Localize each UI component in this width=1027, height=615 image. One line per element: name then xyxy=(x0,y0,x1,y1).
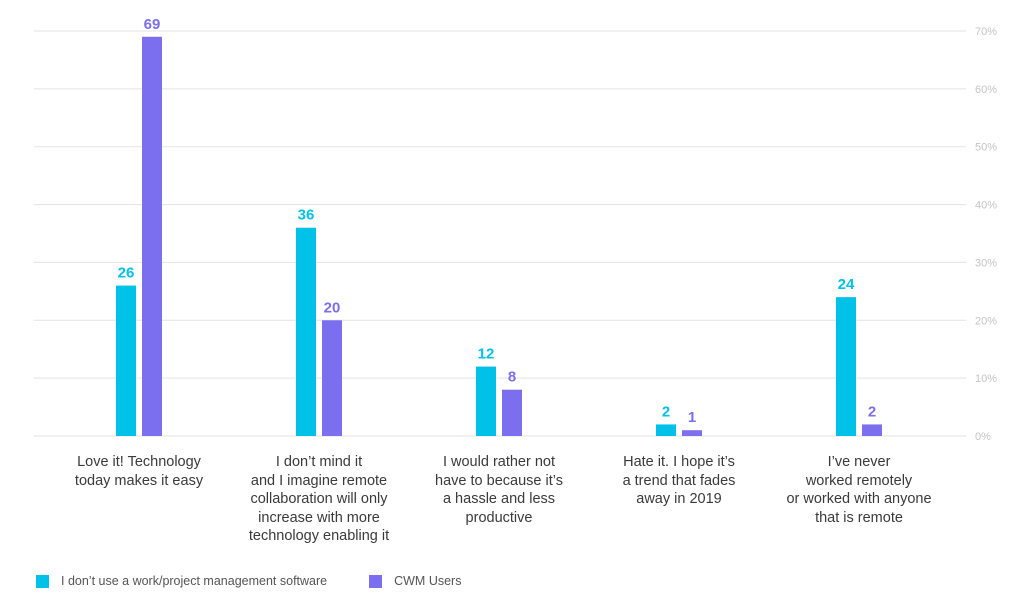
category-label-line: I don’t mind it xyxy=(275,454,363,470)
category-label-line: and I imagine remote xyxy=(250,472,388,489)
data-label: 24 xyxy=(838,276,855,293)
category-label: I’ve never worked remotely or worked with … xyxy=(764,453,954,527)
category-label-line: away in 2019 xyxy=(636,491,722,507)
y-tick-label: 60% xyxy=(975,84,997,96)
category-label-line: collaboration will only xyxy=(250,491,388,507)
bar xyxy=(296,227,316,436)
data-label: 26 xyxy=(118,265,135,282)
bar xyxy=(142,36,162,437)
data-label: 69 xyxy=(144,16,161,33)
bar xyxy=(502,389,522,436)
category-label-line: have to because it’s xyxy=(435,472,563,489)
legend-swatch xyxy=(369,574,383,588)
category-label-line: I would rather not xyxy=(442,454,556,470)
data-label: 12 xyxy=(478,346,495,363)
category-label: I would rather not have to because it’s a … xyxy=(404,453,594,527)
category-label-line: a trend that fades xyxy=(622,472,736,489)
category-label: I don’t mind it and I imagine remote colla… xyxy=(224,453,414,546)
category-label-line: technology enabling it xyxy=(248,528,390,544)
y-tick-label: 40% xyxy=(975,200,997,212)
bar xyxy=(682,430,702,436)
data-label: 1 xyxy=(688,409,696,426)
category-label-line: Love it! Technology xyxy=(77,454,201,470)
bar xyxy=(656,424,676,436)
category-label-line: or worked with anyone xyxy=(786,491,932,507)
data-label: 8 xyxy=(508,369,516,386)
legend: I don’t use a work/project management so… xyxy=(36,574,503,588)
data-label: 2 xyxy=(662,403,670,420)
y-tick-label: 20% xyxy=(975,315,997,327)
y-tick-label: 70% xyxy=(975,26,997,38)
y-tick-label: 50% xyxy=(975,142,997,154)
category-label: Love it! Technology today makes it easy xyxy=(44,453,234,490)
data-label: 20 xyxy=(324,299,341,316)
bar xyxy=(862,424,882,436)
bar xyxy=(322,320,342,436)
legend-swatch xyxy=(36,574,49,588)
legend-label: CWM Users xyxy=(394,574,462,588)
y-tick-label: 30% xyxy=(975,257,997,269)
legend-item: I don’t use a work/project management so… xyxy=(36,574,327,588)
bar xyxy=(836,297,856,436)
data-label: 2 xyxy=(868,403,876,420)
y-tick-label: 0% xyxy=(975,431,991,443)
category-label-line: a hassle and less xyxy=(442,491,556,507)
category-label-line: increase with more xyxy=(258,509,380,526)
category-label-line: that is remote xyxy=(815,509,903,526)
category-label-line: worked remotely xyxy=(805,472,913,489)
data-label: 36 xyxy=(298,207,315,224)
category-label-line: productive xyxy=(465,509,533,526)
legend-item: CWM Users xyxy=(369,574,461,588)
y-tick-label: 10% xyxy=(975,373,997,385)
bar xyxy=(116,285,136,436)
category-label-line: I’ve never xyxy=(827,454,891,470)
category-label-line: today makes it easy xyxy=(74,472,204,489)
category-label: Hate it. I hope it’s a trend that fades aw… xyxy=(584,453,774,509)
bar xyxy=(476,366,496,436)
category-label-line: Hate it. I hope it’s xyxy=(623,454,735,470)
legend-label: I don’t use a work/project management so… xyxy=(61,574,328,588)
